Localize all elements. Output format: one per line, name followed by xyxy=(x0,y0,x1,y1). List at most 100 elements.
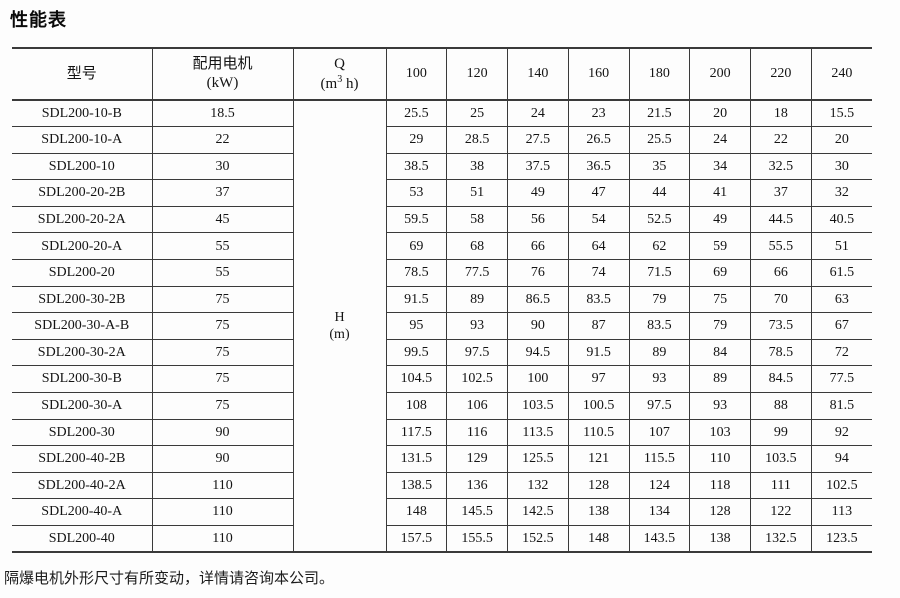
head-value-cell-160: 47 xyxy=(567,179,630,207)
head-value-cell-160: 64 xyxy=(567,232,630,261)
catalog-page: 性能表 型号 配用电机 (kW) Q (m3 h) 100 120 xyxy=(0,6,900,598)
head-value-cell-220: 99 xyxy=(750,418,812,447)
head-value-cell-180: 25.5 xyxy=(628,126,691,154)
model-cell: SDL200-10-B xyxy=(12,99,153,128)
header-motor-power: 配用电机 (kW) xyxy=(151,47,294,101)
head-value-cell-140: 27.5 xyxy=(507,126,569,154)
head-value-cell-100: 25.5 xyxy=(385,99,448,128)
head-value-cell-160: 74 xyxy=(567,259,630,287)
head-value-cell-160: 148 xyxy=(567,525,630,553)
motor-kw-cell: 90 xyxy=(151,418,294,447)
table-row: SDL200-20-2A 45 59.5 58 56 54 52.5 49 44.5 40.5 xyxy=(12,205,872,234)
head-value-cell-200: 49 xyxy=(689,205,751,234)
head-value-cell-240: 51 xyxy=(810,232,872,261)
header-flow-220: 220 xyxy=(750,47,812,101)
head-value-cell-240: 72 xyxy=(810,338,872,367)
header-flow-unit: (m3 h) xyxy=(320,73,359,92)
head-value-cell-140: 125.5 xyxy=(507,445,569,473)
header-row: 型号 配用电机 (kW) Q (m3 h) 100 120 140 160 18… xyxy=(12,47,872,101)
head-value-cell-220: 22 xyxy=(750,126,812,154)
head-value-cell-100: 138.5 xyxy=(385,471,448,500)
head-value-cell-200: 24 xyxy=(689,126,751,154)
motor-kw-cell: 18.5 xyxy=(151,99,294,128)
head-value-cell-140: 152.5 xyxy=(507,525,569,553)
motor-kw-cell: 90 xyxy=(151,445,294,473)
head-value-cell-160: 97 xyxy=(567,365,630,394)
model-cell: SDL200-40-2B xyxy=(12,445,153,473)
motor-kw-cell: 75 xyxy=(151,338,294,367)
motor-kw-cell: 110 xyxy=(151,525,294,553)
head-value-cell-100: 29 xyxy=(385,126,448,154)
table-row: SDL200-30-A 75 108 106 103.5 100.5 97.5 93 88 81.… xyxy=(12,392,872,420)
table-row: SDL200-10 30 38.5 38 37.5 36.5 35 34 32.5 30 xyxy=(12,152,872,181)
head-value-cell-240: 32 xyxy=(810,179,872,207)
table-row: SDL200-20 55 78.5 77.5 76 74 71.5 69 66 61.5 xyxy=(12,259,872,287)
head-value-cell-180: 143.5 xyxy=(628,525,691,553)
model-cell: SDL200-20-A xyxy=(12,232,153,261)
head-value-cell-140: 94.5 xyxy=(507,338,569,367)
head-value-cell-140: 56 xyxy=(507,205,569,234)
head-value-cell-100: 157.5 xyxy=(385,525,448,553)
head-value-cell-240: 113 xyxy=(810,498,872,526)
head-value-cell-200: 93 xyxy=(689,392,751,420)
head-value-cell-100: 148 xyxy=(385,498,448,526)
motor-kw-cell: 75 xyxy=(151,312,294,340)
head-value-cell-180: 79 xyxy=(628,285,691,314)
head-value-cell-140: 49 xyxy=(507,179,569,207)
motor-kw-cell: 22 xyxy=(151,126,294,154)
head-value-cell-160: 128 xyxy=(567,471,630,500)
header-flow-140: 140 xyxy=(507,47,569,101)
head-value-cell-180: 97.5 xyxy=(628,392,691,420)
motor-kw-cell: 110 xyxy=(151,471,294,500)
head-value-cell-200: 103 xyxy=(689,418,751,447)
head-value-cell-160: 138 xyxy=(567,498,630,526)
head-value-cell-180: 62 xyxy=(628,232,691,261)
model-cell: SDL200-40-A xyxy=(12,498,153,526)
head-value-cell-100: 38.5 xyxy=(385,152,448,181)
head-value-cell-180: 93 xyxy=(628,365,691,394)
model-cell: SDL200-20 xyxy=(12,259,153,287)
head-value-cell-220: 73.5 xyxy=(750,312,812,340)
head-value-cell-120: 58 xyxy=(446,205,508,234)
header-flow-200: 200 xyxy=(689,47,751,101)
head-value-cell-160: 110.5 xyxy=(567,418,630,447)
head-value-cell-240: 77.5 xyxy=(810,365,872,394)
head-unit-cell: H (m) xyxy=(292,99,387,553)
head-value-cell-100: 91.5 xyxy=(385,285,448,314)
head-value-cell-160: 83.5 xyxy=(567,285,630,314)
head-value-cell-180: 21.5 xyxy=(628,99,691,128)
page-title: 性能表 xyxy=(10,10,67,31)
model-cell: SDL200-10 xyxy=(12,152,153,181)
head-value-cell-160: 100.5 xyxy=(567,392,630,420)
head-value-cell-120: 129 xyxy=(446,445,508,473)
model-cell: SDL200-30-A xyxy=(12,392,153,420)
table-row: SDL200-20-2B 37 53 51 49 47 44 41 37 32 xyxy=(12,179,872,207)
header-flow: Q (m3 h) xyxy=(292,47,387,101)
table-row: SDL200-30-2B 75 91.5 89 86.5 83.5 79 75 70 63 xyxy=(12,285,872,314)
head-value-cell-160: 26.5 xyxy=(567,126,630,154)
head-value-cell-200: 110 xyxy=(689,445,751,473)
head-value-cell-100: 99.5 xyxy=(385,338,448,367)
head-value-cell-120: 38 xyxy=(446,152,508,181)
head-value-cell-160: 121 xyxy=(567,445,630,473)
head-value-cell-220: 132.5 xyxy=(750,525,812,553)
model-cell: SDL200-30-2B xyxy=(12,285,153,314)
head-value-cell-120: 77.5 xyxy=(446,259,508,287)
head-value-cell-200: 20 xyxy=(689,99,751,128)
head-value-cell-160: 36.5 xyxy=(567,152,630,181)
head-value-cell-220: 70 xyxy=(750,285,812,314)
model-cell: SDL200-40-2A xyxy=(12,471,153,500)
head-value-cell-100: 78.5 xyxy=(385,259,448,287)
head-value-cell-200: 89 xyxy=(689,365,751,394)
model-cell: SDL200-30-B xyxy=(12,365,153,394)
head-value-cell-140: 100 xyxy=(507,365,569,394)
head-value-cell-100: 95 xyxy=(385,312,448,340)
head-value-cell-140: 76 xyxy=(507,259,569,287)
performance-table: 型号 配用电机 (kW) Q (m3 h) 100 120 140 160 18… xyxy=(12,47,872,554)
head-value-cell-160: 23 xyxy=(567,99,630,128)
table-row: SDL200-40-2A 110 138.5 136 132 128 124 118 111 10… xyxy=(12,471,872,500)
head-value-cell-220: 66 xyxy=(750,259,812,287)
header-motor-line1: 配用电机 xyxy=(192,56,253,73)
head-value-cell-240: 67 xyxy=(810,312,872,340)
head-value-cell-140: 86.5 xyxy=(507,285,569,314)
